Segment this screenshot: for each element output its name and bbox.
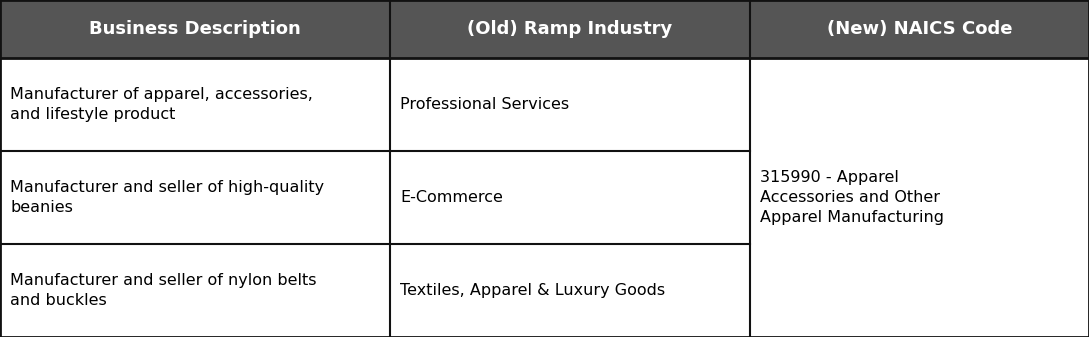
- Bar: [390, 151, 750, 244]
- Bar: [750, 0, 1089, 58]
- Text: Business Description: Business Description: [89, 20, 301, 38]
- Bar: [750, 151, 1089, 244]
- Bar: [390, 0, 750, 58]
- Bar: [0, 151, 390, 244]
- Bar: [750, 58, 1089, 151]
- Bar: [0, 58, 390, 151]
- Text: E-Commerce: E-Commerce: [400, 190, 503, 205]
- Text: (Old) Ramp Industry: (Old) Ramp Industry: [467, 20, 673, 38]
- Text: Professional Services: Professional Services: [400, 97, 570, 112]
- Bar: [0, 244, 390, 337]
- Bar: [390, 58, 750, 151]
- Text: (New) NAICS Code: (New) NAICS Code: [827, 20, 1013, 38]
- Bar: [390, 244, 750, 337]
- Text: Textiles, Apparel & Luxury Goods: Textiles, Apparel & Luxury Goods: [400, 283, 665, 298]
- Text: 315990 - Apparel
Accessories and Other
Apparel Manufacturing: 315990 - Apparel Accessories and Other A…: [760, 170, 944, 225]
- Bar: [0, 0, 390, 58]
- Text: Manufacturer and seller of high-quality
beanies: Manufacturer and seller of high-quality …: [10, 180, 325, 215]
- Bar: [750, 244, 1089, 337]
- Text: Manufacturer and seller of nylon belts
and buckles: Manufacturer and seller of nylon belts a…: [10, 273, 317, 308]
- Text: Manufacturer of apparel, accessories,
and lifestyle product: Manufacturer of apparel, accessories, an…: [10, 87, 313, 122]
